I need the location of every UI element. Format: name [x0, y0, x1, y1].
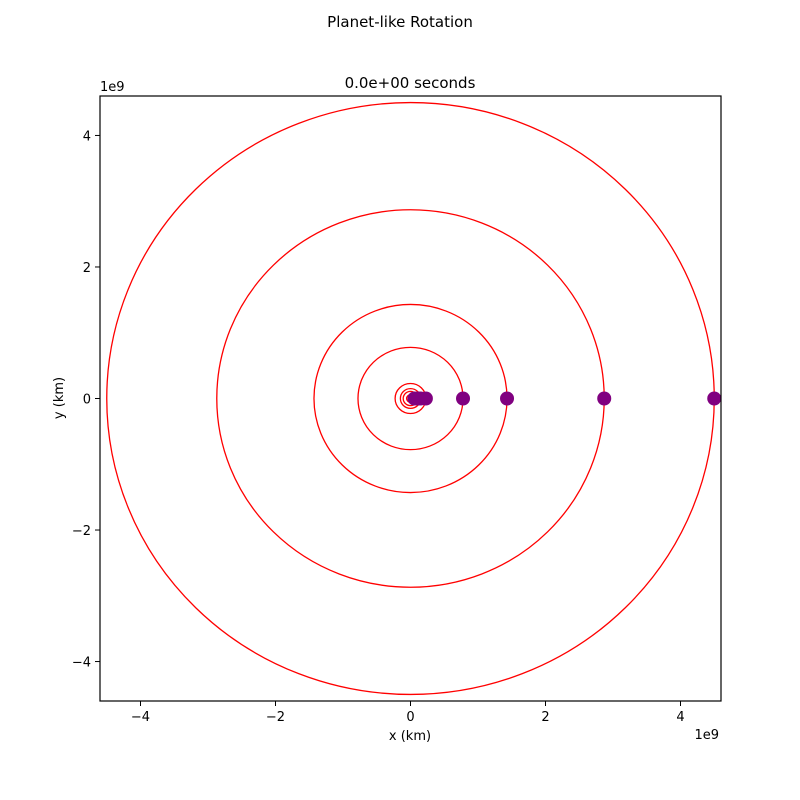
planet-marker	[418, 391, 433, 406]
x-tick-label: 0	[406, 710, 414, 725]
y-tick-label: 4	[83, 129, 91, 144]
y-axis-offset-label: 1e9	[100, 80, 125, 95]
y-tick-label: −4	[72, 656, 91, 671]
chart-title: 0.0e+00 seconds	[345, 74, 476, 92]
y-tick-label: 0	[83, 393, 91, 408]
x-axis-ticks: −4 −2 0 2 4	[131, 701, 685, 725]
x-tick-label: −2	[266, 710, 285, 725]
y-tick-label: 2	[83, 261, 91, 276]
planet-marker	[456, 391, 471, 406]
planet-marker	[707, 391, 721, 406]
x-axis-offset-label: 1e9	[694, 728, 719, 743]
planets-layer	[407, 391, 721, 406]
x-axis-label: x (km)	[389, 729, 431, 744]
planet-marker	[597, 391, 612, 406]
x-tick-label: −4	[131, 710, 150, 725]
x-tick-label: 4	[676, 710, 684, 725]
chart-suptitle: Planet-like Rotation	[327, 13, 473, 31]
y-axis-label: y (km)	[52, 377, 67, 419]
planet-marker	[500, 391, 515, 406]
y-axis-ticks: −4 −2 0 2 4	[72, 129, 100, 671]
y-tick-label: −2	[72, 524, 91, 539]
x-tick-label: 2	[541, 710, 549, 725]
